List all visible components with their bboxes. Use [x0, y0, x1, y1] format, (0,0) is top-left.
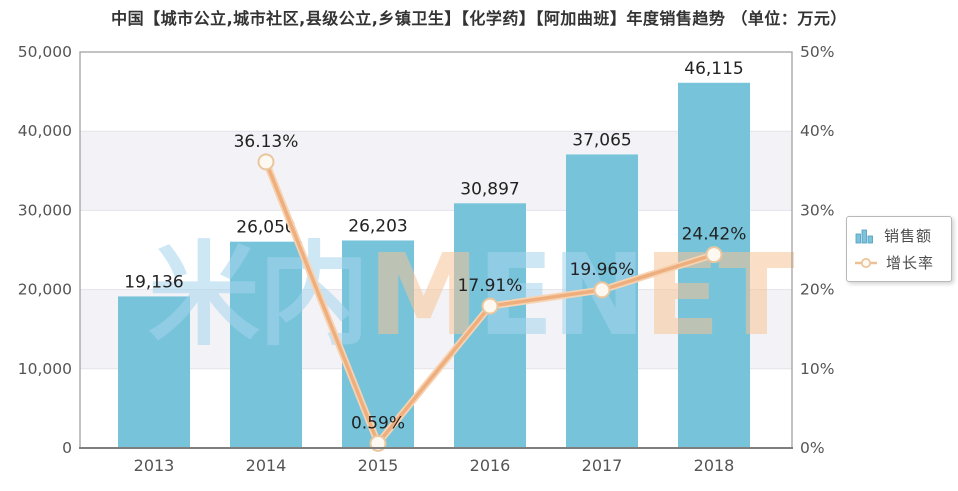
x-axis-label-2013: 2013: [134, 456, 175, 475]
growth-marker-2018[interactable]: [705, 246, 723, 264]
growth-label-2017: 19.96%: [570, 260, 635, 280]
growth-label-2015: 0.59%: [351, 413, 405, 433]
plot-band-2: [80, 210, 792, 290]
growth-label-2018: 24.42%: [682, 225, 747, 245]
left-axis-tick-5: 50,000: [18, 43, 72, 61]
growth-marker-2014[interactable]: [257, 153, 275, 171]
bar-2016[interactable]: [454, 203, 526, 448]
bar-label-2013: 19,136: [124, 272, 183, 292]
bar-label-2017: 37,065: [572, 130, 631, 150]
growth-marker-2016[interactable]: [481, 297, 499, 315]
plot-band-1: [80, 131, 792, 211]
right-axis-tick-1: 10%: [800, 360, 834, 378]
x-axis-label-2016: 2016: [470, 456, 511, 475]
plot-band-3: [80, 289, 792, 369]
legend-label-sales: 销售额: [884, 227, 933, 245]
growth-marker-2017[interactable]: [593, 281, 611, 299]
right-axis-tick-5: 50%: [800, 43, 834, 61]
legend-label-growth: 增长率: [886, 254, 935, 272]
right-axis-tick-0: 0%: [800, 439, 825, 457]
bar-label-2016: 30,897: [460, 179, 519, 199]
right-axis-tick-3: 30%: [800, 201, 834, 219]
left-axis-tick-2: 20,000: [18, 281, 72, 299]
x-axis-label-2018: 2018: [694, 456, 735, 475]
x-axis-label-2017: 2017: [582, 456, 623, 475]
line-marker-icon: [855, 257, 877, 268]
chart-title: 中国【城市公立,城市社区,县级公立,乡镇卫生】【化学药】【阿加曲班】年度销售趋势…: [111, 9, 847, 28]
plot-band-0: [80, 52, 792, 132]
growth-label-2014: 36.13%: [234, 132, 299, 152]
right-axis-tick-2: 20%: [800, 281, 834, 299]
left-axis-tick-1: 10,000: [18, 360, 72, 378]
left-axis-tick-3: 30,000: [18, 201, 72, 219]
legend-item-sales[interactable]: 销售额: [855, 225, 943, 246]
bar-label-2018: 46,115: [684, 59, 743, 79]
plot-band-4: [80, 368, 792, 448]
bar-2014[interactable]: [230, 241, 302, 448]
bar-2013[interactable]: [118, 296, 190, 448]
left-axis-tick-4: 40,000: [18, 122, 72, 140]
growth-label-2016: 17.91%: [458, 276, 523, 296]
bar-chart-icon: [855, 229, 873, 243]
legend-item-growth[interactable]: 增长率: [855, 252, 943, 273]
bar-2017[interactable]: [566, 154, 638, 449]
bar-label-2014: 26,050: [236, 218, 295, 238]
x-axis-label-2014: 2014: [246, 456, 287, 475]
x-axis-label-2015: 2015: [358, 456, 399, 475]
left-axis-tick-0: 0: [62, 439, 72, 457]
legend: 销售额 增长率: [846, 216, 952, 282]
right-axis-tick-4: 40%: [800, 122, 834, 140]
bar-label-2015: 26,203: [348, 216, 407, 236]
watermark-menet: 米内MENET: [148, 231, 794, 361]
